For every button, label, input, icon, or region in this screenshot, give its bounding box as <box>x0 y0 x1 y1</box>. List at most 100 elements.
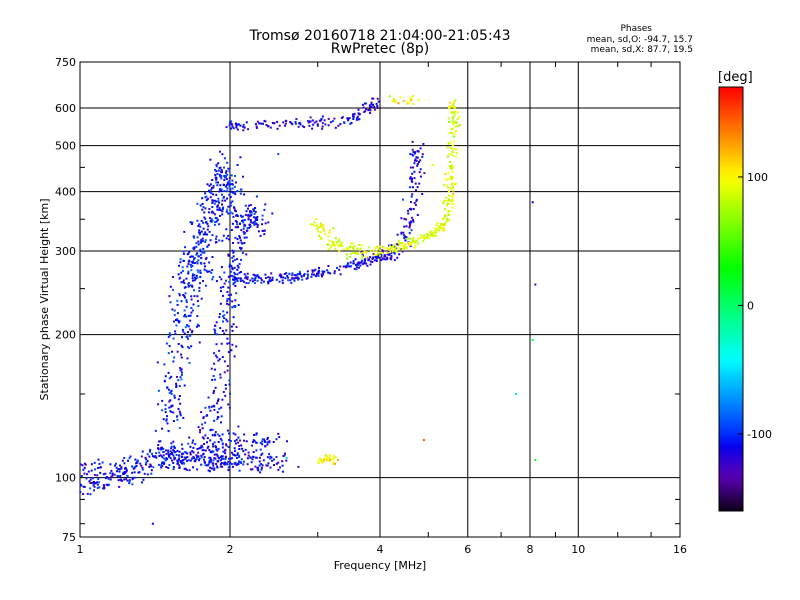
data-point <box>238 455 241 458</box>
data-point <box>194 277 197 280</box>
data-point <box>352 260 355 263</box>
data-point <box>204 284 207 287</box>
data-point <box>413 177 416 180</box>
data-point <box>220 439 223 442</box>
data-point <box>246 214 249 217</box>
data-point <box>253 274 256 277</box>
data-point <box>185 301 188 303</box>
data-point <box>233 447 236 450</box>
data-point <box>249 468 252 471</box>
data-point <box>220 175 223 177</box>
data-point <box>217 162 220 165</box>
data-point <box>192 303 195 306</box>
data-point <box>448 190 450 193</box>
data-point <box>371 97 374 100</box>
data-point <box>111 472 114 475</box>
data-point <box>267 221 270 224</box>
data-point <box>239 188 242 191</box>
data-point <box>415 198 418 201</box>
chart-title: Tromsø 20160718 21:04:00-21:05:43 <box>249 28 511 44</box>
data-point <box>230 229 233 231</box>
data-point <box>268 280 271 283</box>
data-point <box>412 95 415 98</box>
data-point <box>235 126 238 129</box>
data-point <box>186 456 189 459</box>
data-point <box>447 142 450 145</box>
data-point <box>297 465 300 468</box>
data-point <box>170 405 173 408</box>
data-point <box>223 190 226 192</box>
data-point <box>227 275 230 278</box>
data-point <box>239 214 242 217</box>
data-point <box>452 199 454 202</box>
data-point <box>246 229 249 232</box>
data-point <box>161 427 164 430</box>
data-point <box>281 282 284 284</box>
data-point <box>165 342 168 345</box>
data-point <box>310 223 313 226</box>
data-point <box>189 328 192 331</box>
data-point <box>133 471 136 474</box>
data-point <box>245 236 248 239</box>
data-point <box>303 274 305 277</box>
data-point <box>137 471 140 474</box>
data-point <box>327 271 330 274</box>
data-point <box>208 406 211 409</box>
data-point <box>204 434 207 437</box>
data-point <box>412 239 415 242</box>
data-point <box>186 324 189 327</box>
data-point <box>271 212 274 215</box>
data-point <box>202 247 205 250</box>
data-point <box>212 443 214 446</box>
data-point <box>234 449 236 452</box>
data-point <box>242 227 245 230</box>
data-point <box>131 476 134 479</box>
data-point <box>214 378 216 381</box>
data-point <box>211 199 214 202</box>
data-point <box>123 467 126 470</box>
data-point <box>283 273 286 275</box>
data-point <box>253 279 256 282</box>
data-point <box>358 118 361 121</box>
data-point <box>329 454 331 457</box>
data-point <box>332 461 335 464</box>
data-point <box>395 246 398 249</box>
data-point <box>216 411 219 414</box>
data-point <box>370 103 373 106</box>
data-point <box>448 202 451 205</box>
data-point <box>238 448 241 450</box>
data-point <box>216 219 219 222</box>
data-point <box>396 256 399 259</box>
data-point <box>223 332 226 335</box>
data-point <box>241 215 244 218</box>
data-point <box>377 256 380 259</box>
data-point <box>450 147 453 150</box>
data-point <box>221 433 224 436</box>
data-point <box>294 274 297 277</box>
data-point <box>409 245 412 247</box>
data-point <box>448 194 451 197</box>
data-point <box>417 242 420 245</box>
data-point <box>271 276 274 279</box>
phase-stats-x: mean, sd,X: 87.7, 19.5 <box>590 45 693 55</box>
data-point <box>236 128 239 131</box>
data-point <box>242 221 245 224</box>
data-point <box>185 336 188 338</box>
data-point <box>217 197 220 200</box>
data-point <box>253 440 256 443</box>
data-point <box>198 459 200 462</box>
data-point <box>118 475 121 478</box>
data-point <box>249 204 252 206</box>
data-point <box>176 350 179 353</box>
data-point <box>226 300 229 303</box>
data-point <box>446 146 449 149</box>
data-point <box>232 453 235 456</box>
data-point <box>409 243 412 246</box>
data-point <box>193 258 195 261</box>
data-point <box>255 195 258 198</box>
data-point <box>175 454 178 456</box>
data-point <box>94 468 97 471</box>
data-point <box>107 477 110 480</box>
data-point <box>412 208 415 210</box>
colorbar-tick-label: 100 <box>747 171 768 184</box>
